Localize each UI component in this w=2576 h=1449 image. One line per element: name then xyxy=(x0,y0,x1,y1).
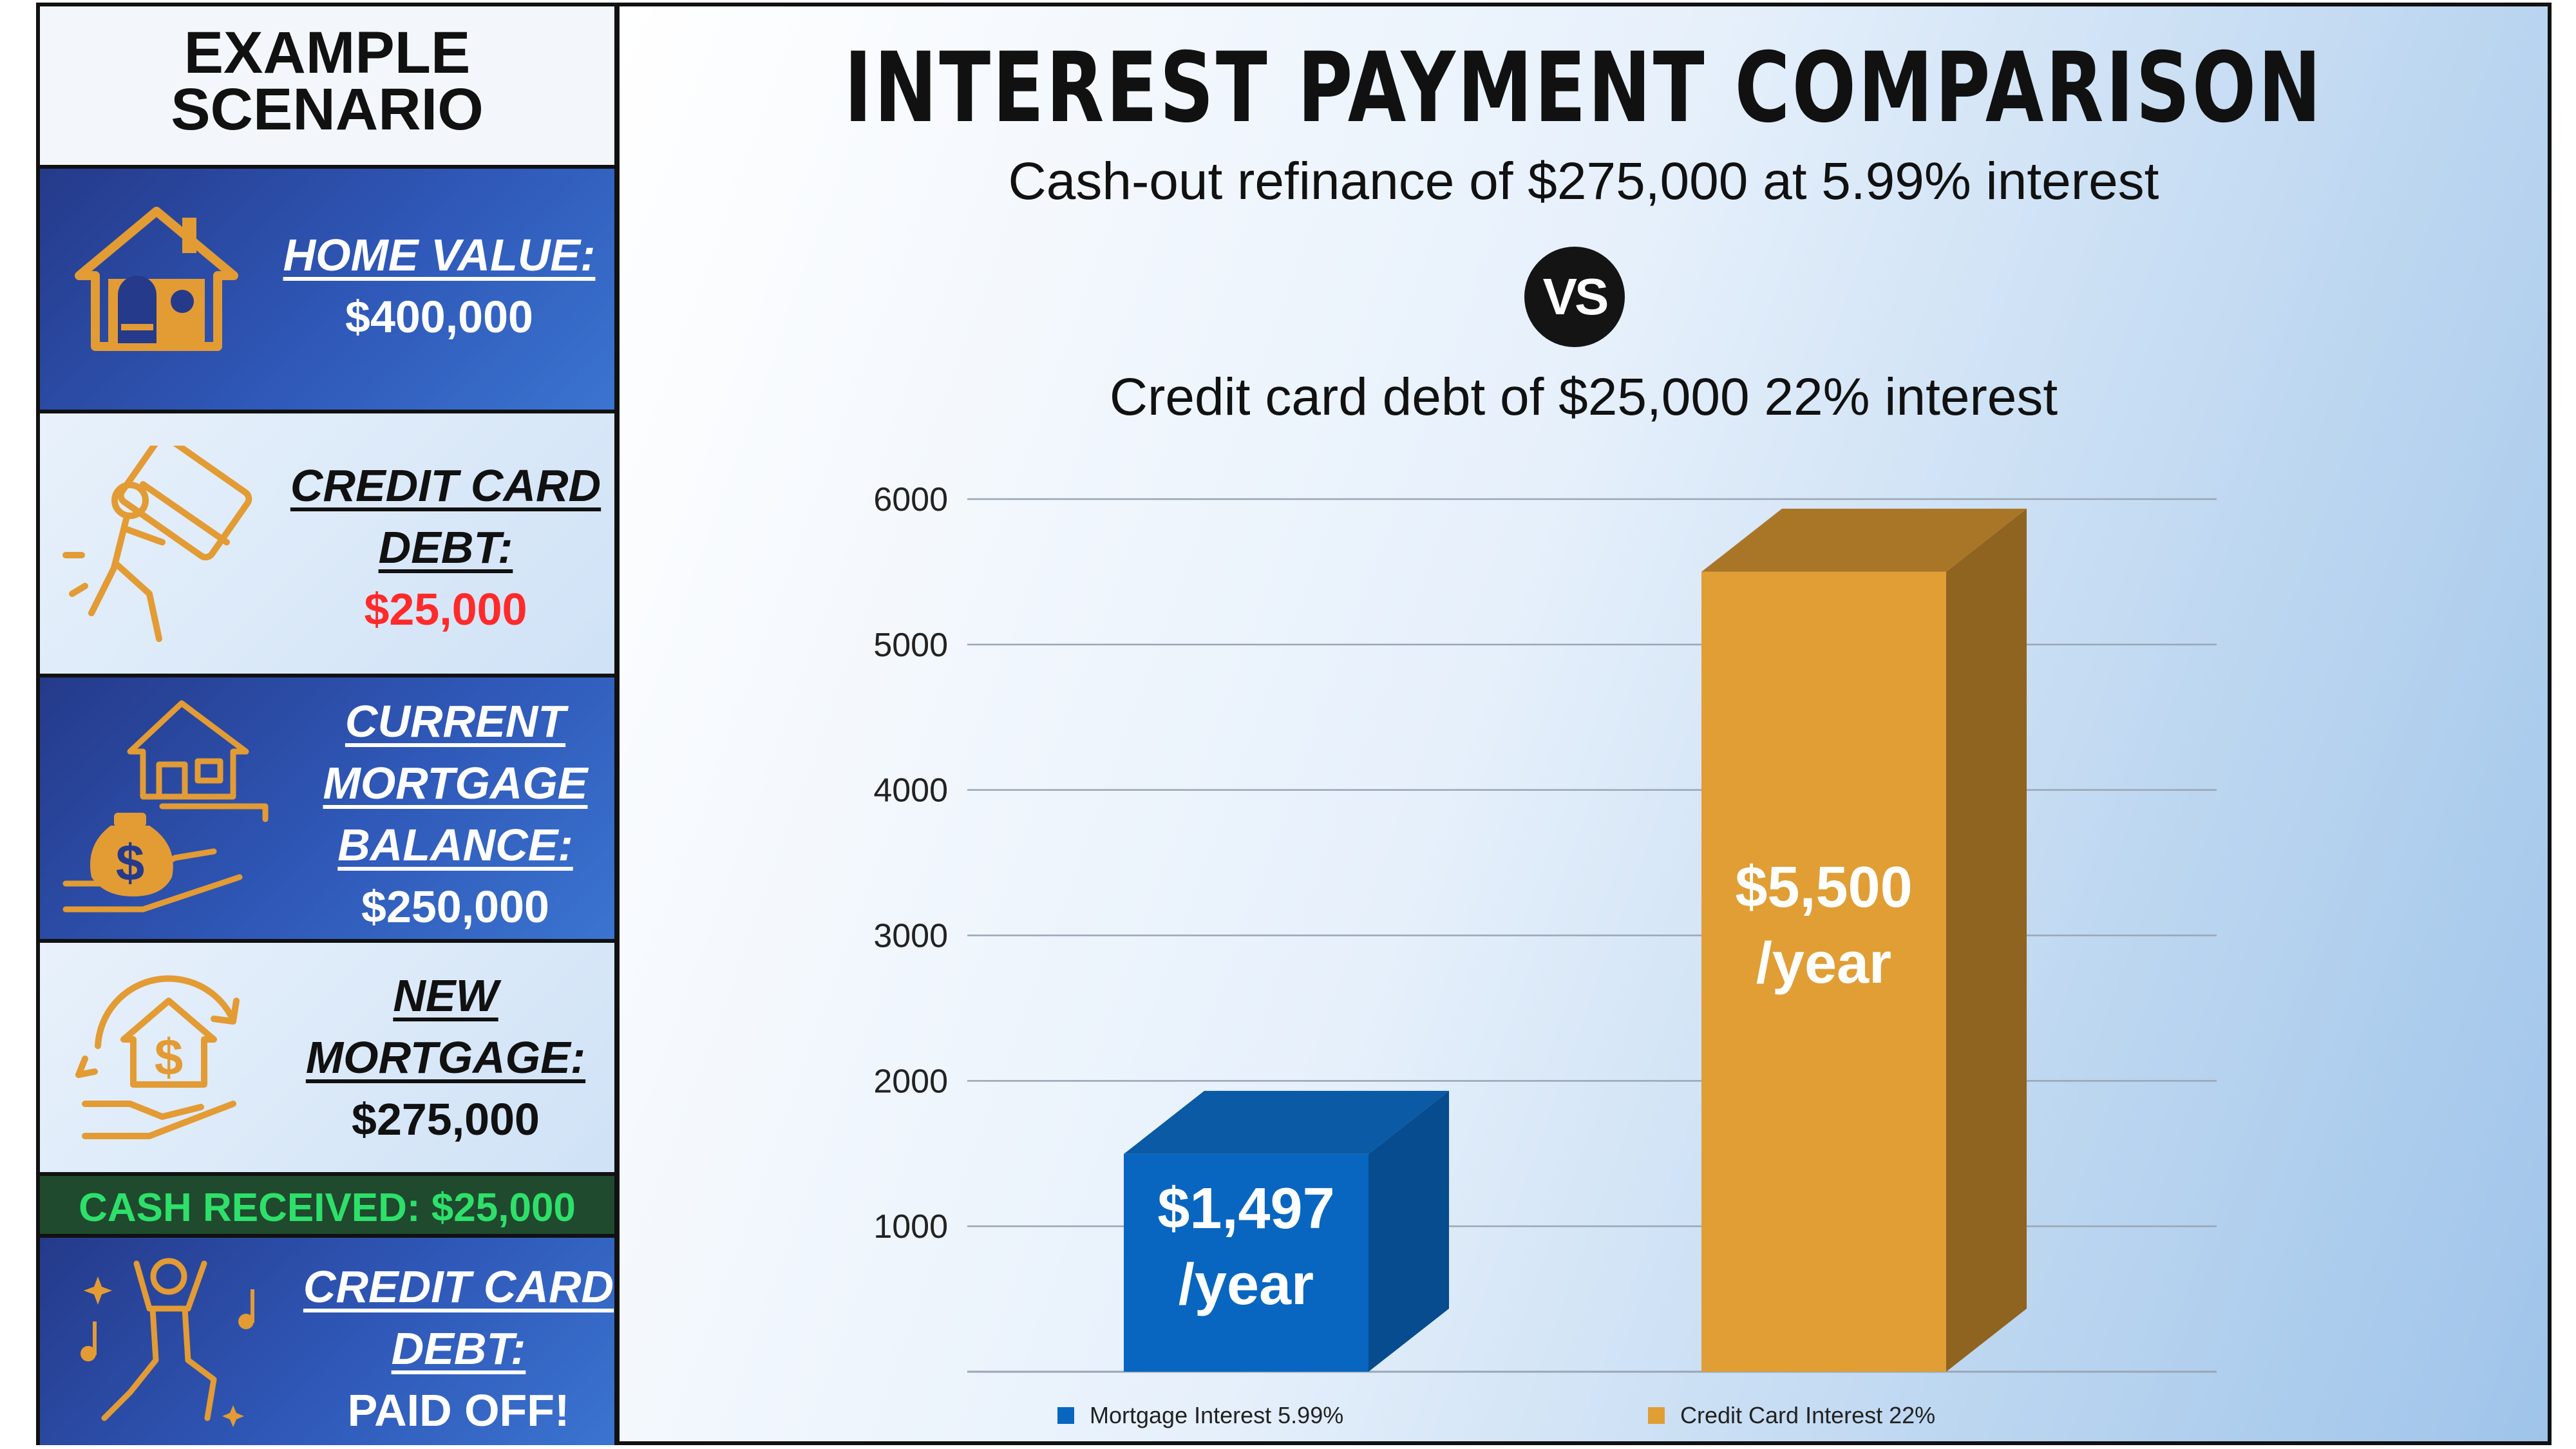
cash-received-text: CASH RECEIVED: $25,000 xyxy=(79,1186,576,1230)
refinance-subtitle: Cash-out refinance of $275,000 at 5.99% … xyxy=(1008,152,2159,211)
credit-card-subtitle: Credit card debt of $25,000 22% interest xyxy=(1109,368,2058,426)
y-tick-label-6000: 6000 xyxy=(873,481,948,518)
legend-label-0: Mortgage Interest 5.99% xyxy=(1090,1402,1343,1428)
vs-badge: VS xyxy=(1524,247,1625,347)
y-tick-label-5000: 5000 xyxy=(873,627,948,664)
y-tick-label-3000: 3000 xyxy=(873,918,948,955)
bar-data-label-1-1: /year xyxy=(1756,931,1891,996)
credit-card-carry-icon xyxy=(62,446,252,642)
bar-side-0 xyxy=(1368,1090,1449,1372)
y-tick-label-2000: 2000 xyxy=(873,1063,948,1100)
debt-paid-off-panel: CREDIT CARD DEBT: PAID OFF! xyxy=(40,1238,614,1445)
scenario-sidebar: EXAMPLE SCENARIO HOME VALUE: $400,000 xyxy=(40,6,620,1445)
credit-card-debt-amount: $25,000 xyxy=(364,584,527,634)
y-tick-label-1000: 1000 xyxy=(873,1208,948,1245)
bar-side-1 xyxy=(1946,508,2027,1372)
current-mortgage-label-line2: MORTGAGE xyxy=(323,758,588,808)
credit-card-label-line2: DEBT: xyxy=(378,522,513,573)
home-value-amount: $400,000 xyxy=(345,292,533,342)
new-mortgage-label-line1: NEW xyxy=(393,971,498,1021)
home-value-panel: HOME VALUE: $400,000 xyxy=(40,169,614,413)
new-mortgage-panel: $ NEW MORTGAGE: $275,000 xyxy=(40,943,614,1176)
paid-off-label-line2: DEBT: xyxy=(391,1323,526,1374)
home-refinance-hand-icon: $ xyxy=(75,975,240,1139)
bar-data-label-0-0: $1,497 xyxy=(1157,1177,1334,1241)
celebration-dance-icon xyxy=(80,1258,254,1427)
house-icon xyxy=(75,207,238,351)
cash-received-panel: CASH RECEIVED: $25,000 xyxy=(40,1176,614,1238)
scenario-title-panel: EXAMPLE SCENARIO xyxy=(40,6,614,169)
infographic-frame: EXAMPLE SCENARIO HOME VALUE: $400,000 xyxy=(36,3,2552,1445)
mortgage-money-bag-icon: $ xyxy=(62,700,269,913)
new-mortgage-amount: $275,000 xyxy=(352,1094,540,1144)
y-tick-label-4000: 4000 xyxy=(873,772,948,810)
svg-text:$: $ xyxy=(155,1028,184,1086)
bar-0 xyxy=(1124,1153,1368,1372)
scenario-title-line2: SCENARIO xyxy=(171,77,484,142)
current-mortgage-panel: $ CURRENT MORTGAGE BALANCE: $250,000 xyxy=(40,677,614,943)
legend-label-1: Credit Card Interest 22% xyxy=(1680,1402,1935,1428)
chart-area: INTEREST PAYMENT COMPARISON Cash-out ref… xyxy=(620,6,2548,1441)
home-value-label: HOME VALUE: xyxy=(283,230,596,280)
bar-top-1 xyxy=(1701,508,2027,572)
current-mortgage-balance: $250,000 xyxy=(361,882,549,932)
bar-1 xyxy=(1701,571,1946,1372)
svg-text:$: $ xyxy=(116,834,145,891)
scenario-title-line1: EXAMPLE xyxy=(184,20,471,86)
legend-swatch-1 xyxy=(1648,1407,1665,1424)
bar-data-label-1-0: $5,500 xyxy=(1735,855,1912,920)
bar-data-label-0-1: /year xyxy=(1179,1253,1314,1317)
credit-card-debt-panel: CREDIT CARD DEBT: $25,000 xyxy=(40,413,614,677)
bar-chart: 1000 2000 3000 4000 5000 6000 $1,497/year $5,50… xyxy=(873,481,2217,1428)
bar-top-0 xyxy=(1124,1090,1449,1154)
legend-swatch-0 xyxy=(1057,1407,1074,1424)
paid-off-label-line1: CREDIT CARD xyxy=(303,1262,614,1312)
paid-off-status: PAID OFF! xyxy=(347,1385,570,1435)
chart-title: INTEREST PAYMENT COMPARISON xyxy=(844,32,2324,144)
current-mortgage-label-line1: CURRENT xyxy=(345,696,566,746)
current-mortgage-label-line3: BALANCE: xyxy=(337,820,573,870)
credit-card-label-line1: CREDIT CARD xyxy=(290,460,601,511)
new-mortgage-label-line2: MORTGAGE: xyxy=(305,1032,586,1083)
